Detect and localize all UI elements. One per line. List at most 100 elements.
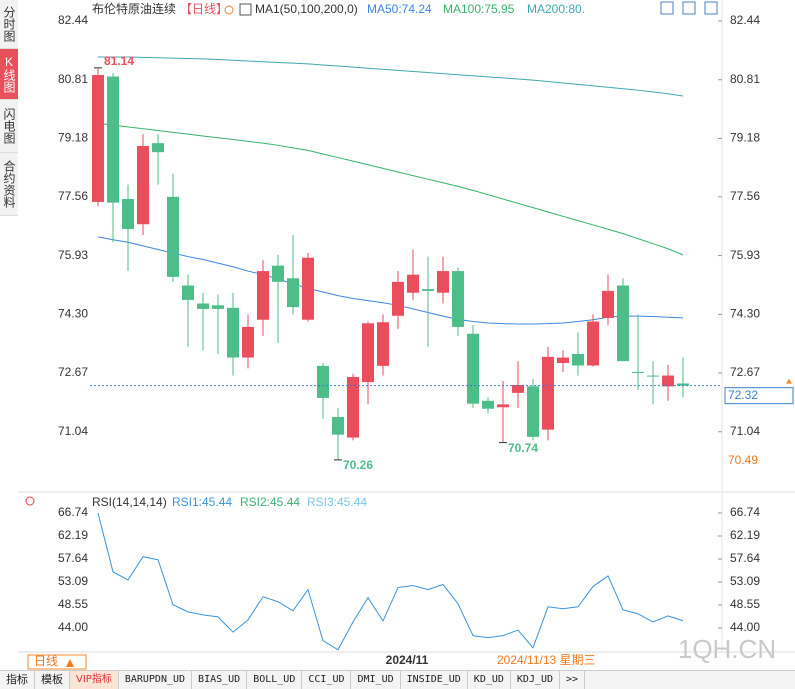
low-label: 70.74 <box>508 441 538 455</box>
legend-entry: MA50:74.24 <box>367 2 432 16</box>
icon[interactable] <box>239 3 252 16</box>
side-tab[interactable]: 合约资料 <box>0 153 18 216</box>
toolbar-tab[interactable]: VIP指标 <box>70 671 119 689</box>
candle-body <box>512 384 524 393</box>
candle-body <box>347 377 359 438</box>
candle-body <box>302 257 314 320</box>
candle-body <box>437 271 449 293</box>
ma-line <box>97 236 684 325</box>
y-tick-label: 48.55 <box>730 597 760 611</box>
toolbar-tab[interactable]: >> <box>560 671 586 689</box>
side-tab[interactable]: K线图 <box>0 49 18 100</box>
candle-body <box>572 353 584 366</box>
y-tick-label: 71.04 <box>730 424 760 438</box>
y-tick-label: 74.30 <box>730 306 760 320</box>
y-tick-label: 53.09 <box>58 574 88 588</box>
candle-body <box>377 322 389 366</box>
candle-body <box>662 375 674 387</box>
candle-body <box>137 146 149 225</box>
candle-body <box>527 386 539 437</box>
y-tick-label: 66.74 <box>730 505 760 519</box>
legend-entry: MA200:80. <box>527 2 585 16</box>
toolbar: 指标 模板 VIP指标 BARUPDN_UD BIAS_UD BOLL_UD CCI_UD D… <box>0 670 795 689</box>
toolbar-tab[interactable]: 指标 <box>0 671 35 689</box>
toolbar-tab[interactable]: BIAS_UD <box>192 671 248 689</box>
icon[interactable] <box>682 1 696 15</box>
icon <box>786 378 792 384</box>
candle-body <box>482 400 494 409</box>
candle-body <box>287 278 299 308</box>
y-tick-label: 82.44 <box>58 13 88 27</box>
candle-body <box>182 285 194 300</box>
candle-body <box>152 143 164 153</box>
y-tick-label: 62.19 <box>730 528 760 542</box>
candle-body <box>332 417 344 435</box>
candle-body <box>557 357 569 363</box>
toolbar-tab[interactable]: BOLL_UD <box>247 671 303 689</box>
icon[interactable] <box>224 5 234 15</box>
candle-body <box>272 265 284 282</box>
icon[interactable] <box>704 1 718 15</box>
candle-body <box>617 285 629 362</box>
candle-body <box>632 371 644 373</box>
chart: 布伦特原油连续 【日线】 MA1(50,100,200,0) RSI(14,14… <box>18 0 795 670</box>
last-price-label: 72.32 <box>728 388 758 402</box>
legend-entry: RSI2:45.44 <box>240 495 300 509</box>
candle-body <box>452 271 464 327</box>
y-tick-label: 62.19 <box>58 528 88 542</box>
toolbar-tab[interactable]: 模板 <box>35 671 70 689</box>
candle-body <box>242 326 254 358</box>
y-tick-label: 57.64 <box>730 551 760 565</box>
chart-title: 布伦特原油连续 <box>92 1 176 16</box>
y-tick-label: 80.81 <box>730 72 760 86</box>
y-tick-label: 79.18 <box>58 131 88 145</box>
candle-body <box>392 281 404 316</box>
y-tick-label: 79.18 <box>730 131 760 145</box>
watermark: 1QH.CN <box>678 634 776 664</box>
candle-body <box>362 323 374 383</box>
icon[interactable] <box>25 496 35 506</box>
y-tick-label: 72.67 <box>730 365 760 379</box>
candle-body <box>467 333 479 404</box>
y-tick-label: 48.55 <box>58 597 88 611</box>
x-tick-label: 2024/11 <box>386 653 429 667</box>
candle-body <box>602 290 614 318</box>
candle-body <box>257 271 269 320</box>
legend-entry: RSI1:45.44 <box>172 495 232 509</box>
ma-line <box>98 56 684 97</box>
y-tick-label: 74.30 <box>58 306 88 320</box>
side-tab[interactable]: 闪电图 <box>0 100 18 153</box>
toolbar-tab[interactable]: DMI_UD <box>351 671 401 689</box>
y-tick-label: 71.04 <box>58 424 88 438</box>
crosshair-value: 70.49 <box>728 453 758 467</box>
y-tick-label: 44.00 <box>730 620 760 634</box>
candle-body <box>542 356 554 430</box>
indicator-label: MA1(50,100,200,0) <box>255 2 358 16</box>
candle-body <box>197 303 209 309</box>
side-tab[interactable]: 分时图 <box>0 0 18 49</box>
y-tick-label: 77.56 <box>730 189 760 203</box>
icon[interactable] <box>660 1 674 15</box>
candle-body <box>167 196 179 277</box>
toolbar-tab[interactable]: INSIDE_UD <box>401 671 468 689</box>
period-button[interactable] <box>27 654 87 670</box>
last-price-box <box>724 387 794 405</box>
indicator-title: RSI(14,14,14) <box>92 495 167 509</box>
candle-body <box>227 307 239 358</box>
y-tick-label: 57.64 <box>58 551 88 565</box>
toolbar-tab[interactable]: KD_UD <box>468 671 511 689</box>
ma-line <box>97 122 684 256</box>
y-tick-label: 53.09 <box>730 574 760 588</box>
y-tick-label: 75.93 <box>58 248 88 262</box>
legend-entry: MA100:75.95 <box>443 2 515 16</box>
toolbar-tab[interactable]: BARUPDN_UD <box>119 671 193 689</box>
y-tick-label: 75.93 <box>730 248 760 262</box>
toolbar-tab[interactable]: KDJ_UD <box>511 671 561 689</box>
period-button-label[interactable]: 日线 <box>34 654 58 668</box>
toolbar-tab[interactable]: CCI_UD <box>302 671 352 689</box>
high-label: 81.14 <box>104 54 134 68</box>
legend-entry: RSI3:45.44 <box>307 495 367 509</box>
icon[interactable] <box>66 659 74 667</box>
candle-body <box>407 274 419 293</box>
